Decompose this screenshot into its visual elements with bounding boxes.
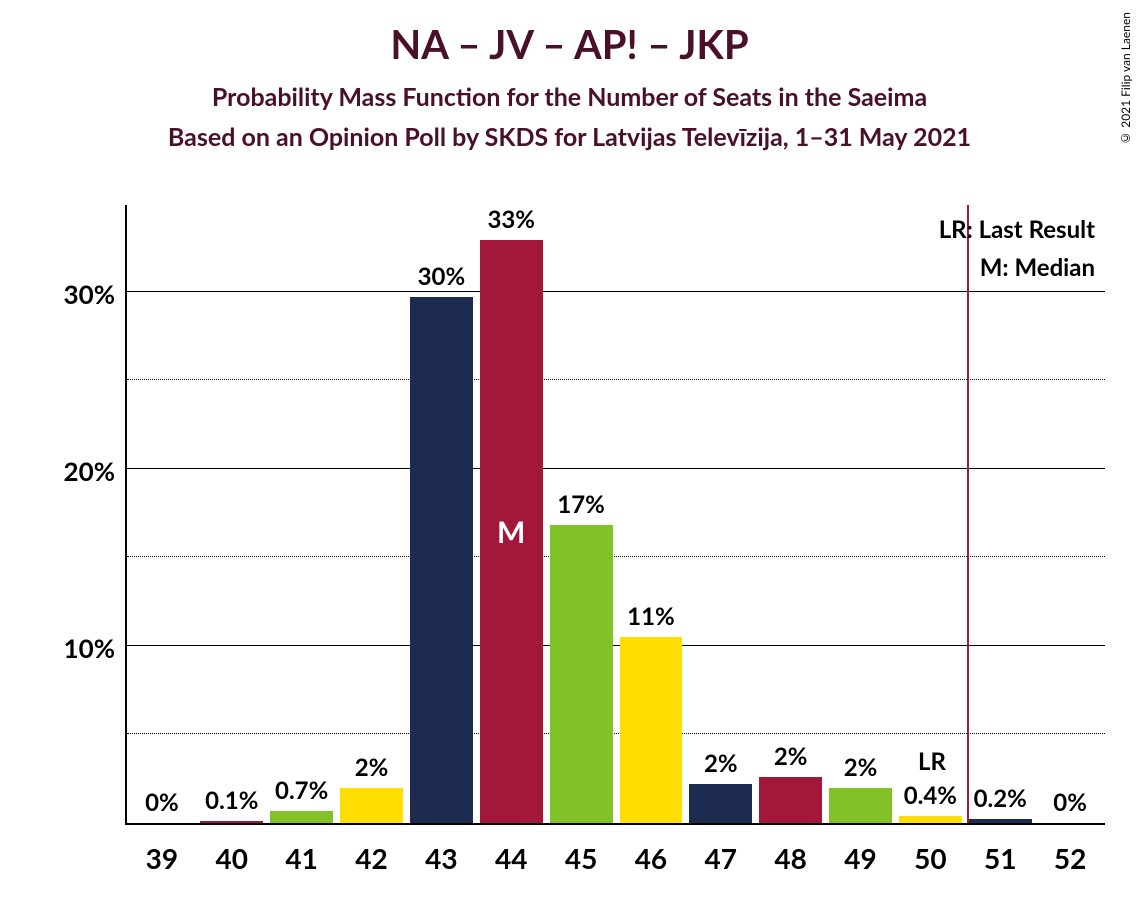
bar-value-label: 0.1%	[205, 786, 258, 815]
bar: 30%	[410, 297, 473, 823]
bar: 2%	[829, 788, 892, 823]
chart-plot-area: 0%390.1%400.7%412%4230%4333%M4417%4511%4…	[125, 205, 1105, 825]
bar-slot: 0.2%51	[965, 205, 1035, 823]
title-main: NA – JV – AP! – JKP	[0, 20, 1139, 68]
bar-value-label: 0.7%	[275, 776, 328, 805]
bar-slot: 30%43	[406, 205, 476, 823]
bar-value-label: 2%	[774, 742, 808, 771]
bar: 0.4%	[899, 816, 962, 823]
y-tick-label: 20%	[64, 455, 115, 487]
bar-value-label: 2%	[355, 753, 389, 782]
title-subtitle-1: Probability Mass Function for the Number…	[0, 82, 1139, 112]
bar-value-label: 0%	[1053, 788, 1087, 817]
bar-slot: 17%45	[546, 205, 616, 823]
x-tick-label: 50	[914, 841, 946, 875]
bar-value-label: 33%	[487, 205, 535, 234]
bar-slot: 0%39	[127, 205, 197, 823]
bar: 17%	[550, 525, 613, 823]
bar-value-label: 2%	[844, 753, 878, 782]
legend-m: M: Median	[939, 249, 1095, 287]
bar: 0.7%	[270, 811, 333, 823]
y-tick-label: 30%	[64, 278, 115, 310]
bar-slot: 2%48	[756, 205, 826, 823]
x-tick-label: 44	[495, 841, 527, 875]
legend-lr: LR: Last Result	[939, 211, 1095, 249]
bar-slot: 2%42	[337, 205, 407, 823]
bar: 0.2%	[969, 819, 1032, 823]
bar: 33%M	[480, 240, 543, 823]
bar-slot: 0.4%50	[895, 205, 965, 823]
x-tick-label: 49	[844, 841, 876, 875]
title-subtitle-2: Based on an Opinion Poll by SKDS for Lat…	[0, 122, 1139, 152]
x-tick-label: 51	[984, 841, 1016, 875]
last-result-line	[967, 205, 969, 823]
legend: LR: Last Result M: Median	[939, 211, 1095, 288]
bars-container: 0%390.1%400.7%412%4230%4333%M4417%4511%4…	[127, 205, 1105, 823]
bar: 2%	[689, 784, 752, 823]
x-tick-label: 40	[216, 841, 248, 875]
x-tick-label: 43	[425, 841, 457, 875]
last-result-label: LR	[918, 747, 946, 776]
bar-slot: 11%46	[616, 205, 686, 823]
bar: 2%	[759, 777, 822, 823]
bar-value-label: 0%	[145, 788, 179, 817]
bar-value-label: 17%	[557, 490, 605, 519]
bar-slot: 0.1%40	[197, 205, 267, 823]
bar-value-label: 30%	[418, 262, 466, 291]
bar-slot: 2%49	[826, 205, 896, 823]
y-tick-label: 10%	[64, 632, 115, 664]
x-tick-label: 41	[285, 841, 317, 875]
x-tick-label: 45	[565, 841, 597, 875]
bar-value-label: 2%	[704, 749, 738, 778]
x-tick-label: 46	[635, 841, 667, 875]
bar-slot: 33%M44	[476, 205, 546, 823]
bar-slot: 0%52	[1035, 205, 1105, 823]
copyright-text: © 2021 Filip van Laenen	[1118, 12, 1133, 146]
bar-value-label: 0.2%	[974, 784, 1027, 813]
x-tick-label: 48	[774, 841, 806, 875]
chart-titles: NA – JV – AP! – JKP Probability Mass Fun…	[0, 20, 1139, 152]
bar-slot: 2%47	[686, 205, 756, 823]
x-tick-label: 52	[1054, 841, 1086, 875]
x-tick-label: 42	[355, 841, 387, 875]
median-marker: M	[497, 514, 525, 550]
bar-slot: 0.7%41	[267, 205, 337, 823]
bar: 11%	[620, 637, 683, 823]
bar-value-label: 0.4%	[904, 781, 957, 810]
bar-value-label: 11%	[627, 602, 675, 631]
x-tick-label: 39	[146, 841, 178, 875]
bar: 0.1%	[200, 821, 263, 823]
x-tick-label: 47	[705, 841, 737, 875]
bar: 2%	[340, 788, 403, 823]
